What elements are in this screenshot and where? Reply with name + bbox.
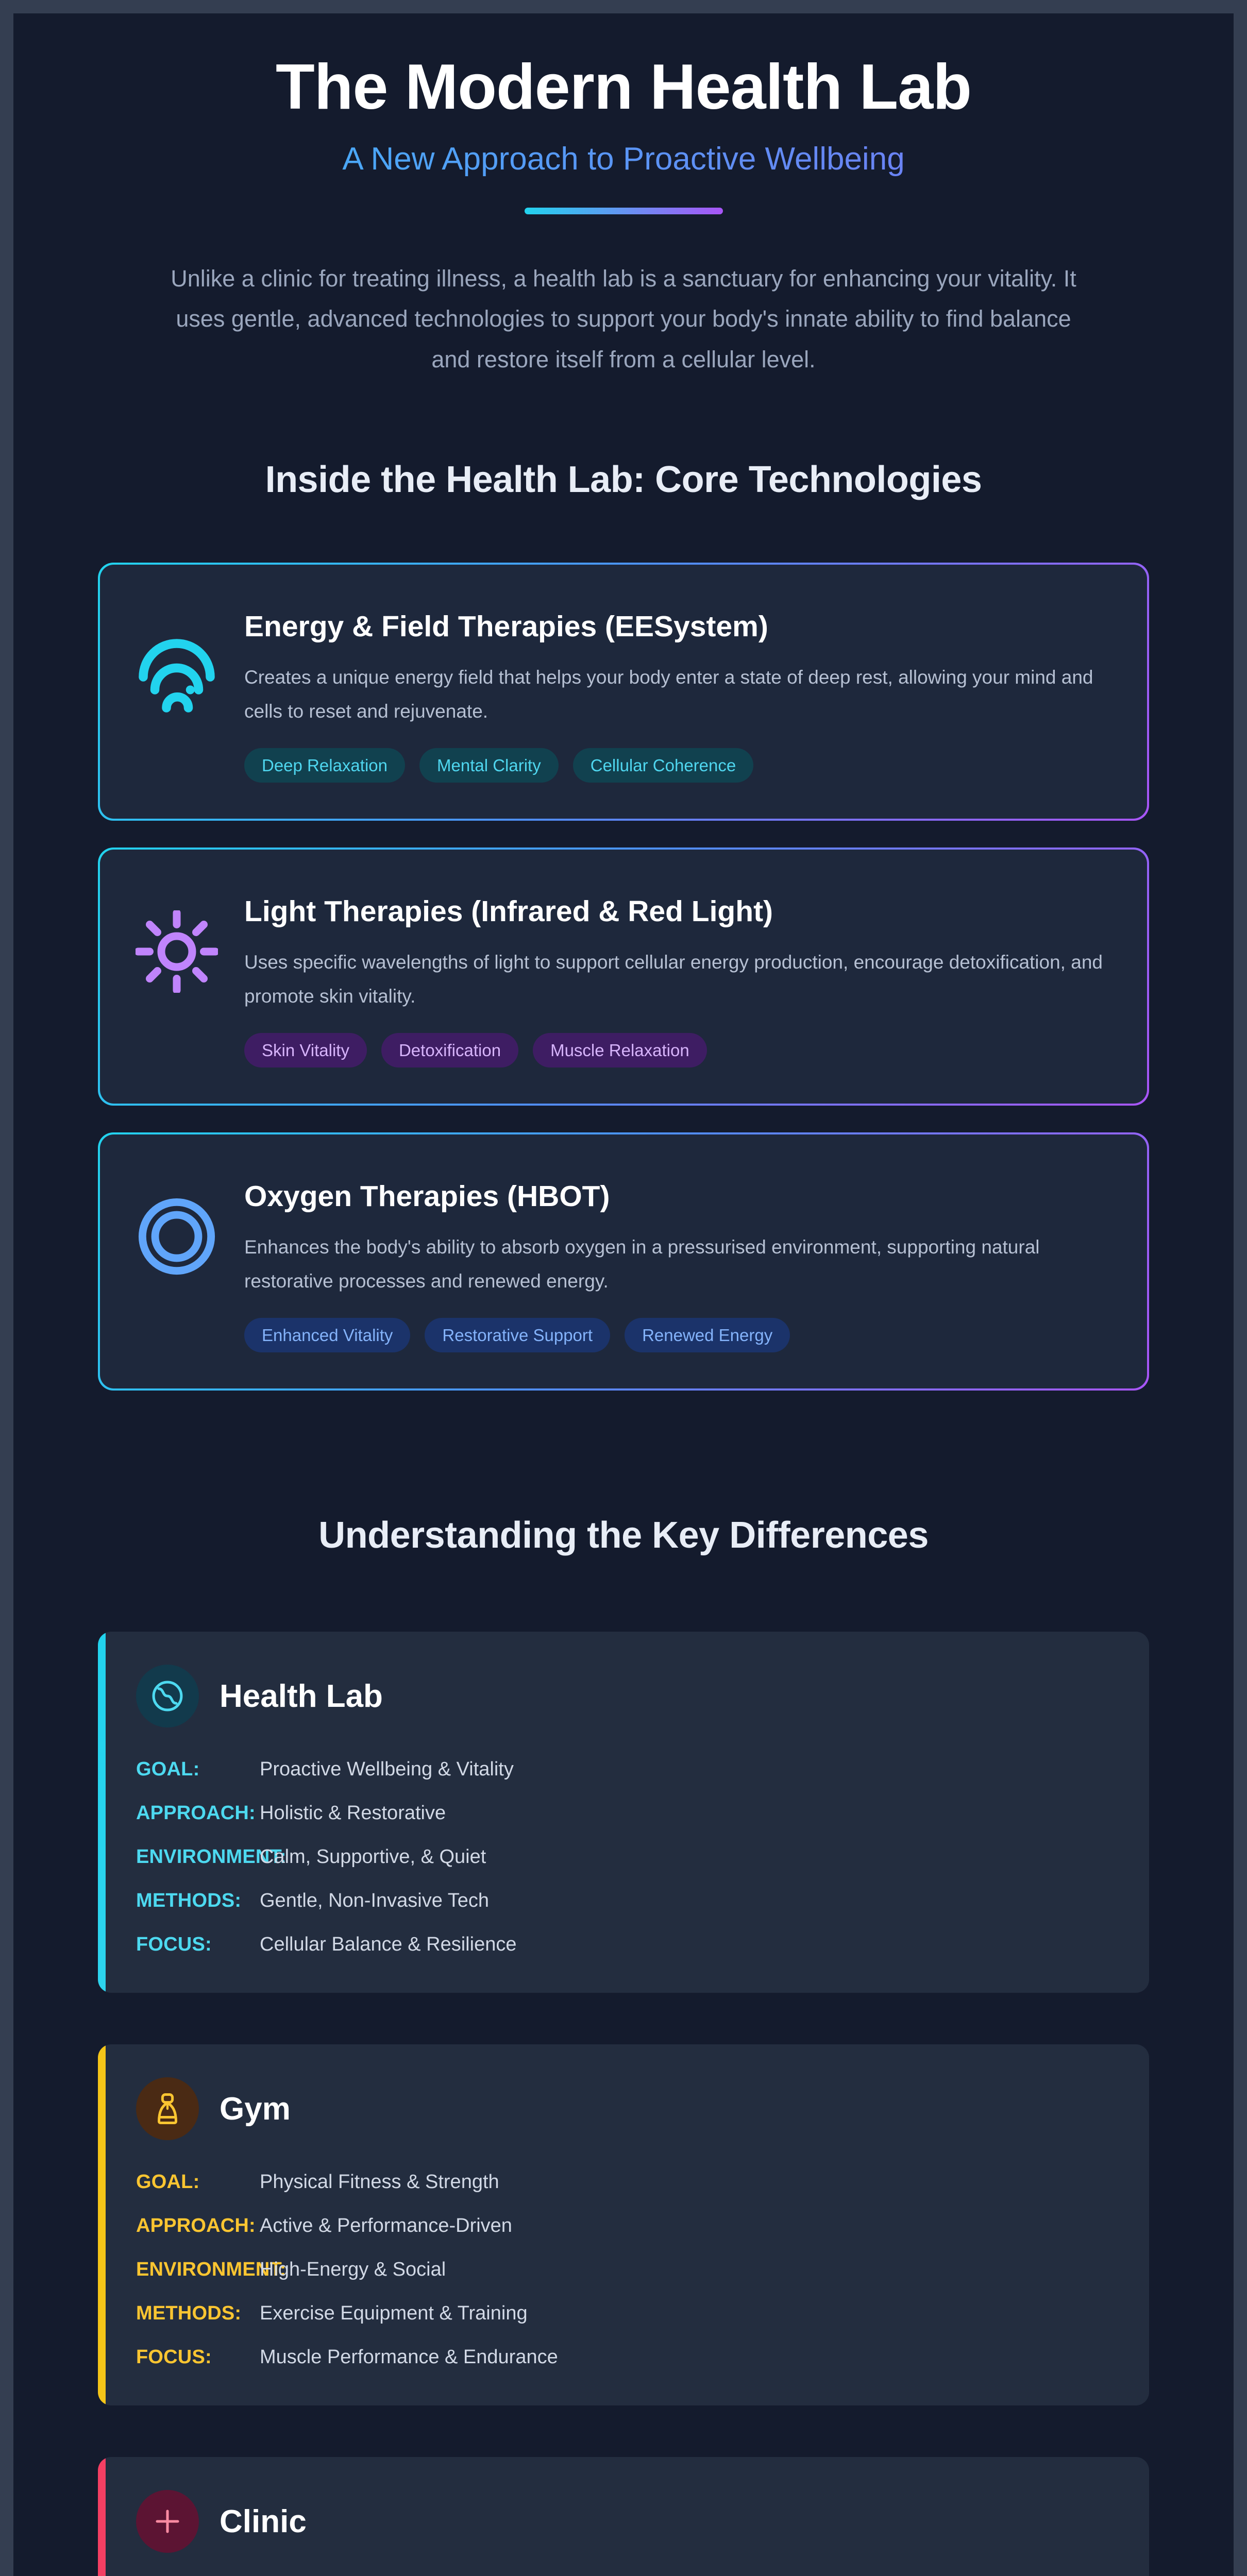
technologies-heading: Inside the Health Lab: Core Technologies — [265, 459, 982, 500]
comparison-row-label: FOCUS: — [136, 1934, 212, 1956]
sun-rays-icon — [133, 888, 221, 1006]
tech-tag[interactable]: Cellular Coherence — [572, 748, 754, 783]
technologies-list: Energy & Field Therapies (EESystem) Crea… — [13, 562, 1234, 1391]
comparison-row-label: METHODS: — [136, 2302, 242, 2325]
comparison-row-value: High-Energy & Social — [260, 2259, 446, 2281]
comparison-row: METHODS: Gentle, Non-Invasive Tech — [136, 1890, 1113, 1912]
accent-bar — [98, 2457, 106, 2576]
tech-card-tags: Deep Relaxation Mental Clarity Cellular … — [244, 748, 1109, 783]
tech-card-tags: Skin Vitality Detoxification Muscle Rela… — [244, 1033, 1109, 1068]
comparison-row-value: Gentle, Non-Invasive Tech — [260, 1890, 489, 1912]
comparison-card-clinic[interactable]: Clinic GOAL: Diagnose & Treat Illness AP… — [98, 2457, 1149, 2576]
comparison-row: GOAL: Proactive Wellbeing & Vitality — [136, 1758, 1113, 1781]
comparison-card-title: Clinic — [220, 2503, 307, 2539]
comparison-row-value: Calm, Supportive, & Quiet — [260, 1846, 486, 1868]
tech-tag[interactable]: Renewed Energy — [625, 1318, 790, 1353]
tech-tag[interactable]: Deep Relaxation — [244, 748, 405, 783]
tech-card-title: Light Therapies (Infrared & Red Light) — [244, 894, 773, 928]
comparison-row-label: GOAL: — [136, 2171, 200, 2193]
comparison-row-label: ENVIRONMENT: — [136, 2259, 287, 2281]
tech-card[interactable]: Energy & Field Therapies (EESystem) Crea… — [98, 562, 1149, 821]
comparison-row-value: Holistic & Restorative — [260, 1802, 446, 1824]
infographic-canvas: The Modern Health Lab A New Approach to … — [13, 13, 1234, 2576]
differences-heading: Understanding the Key Differences — [318, 1515, 929, 1556]
comparison-row: FOCUS: Cellular Balance & Resilience — [136, 1934, 1113, 1956]
tech-card[interactable]: Light Therapies (Infrared & Red Light) U… — [98, 847, 1149, 1106]
comparison-row-value: Physical Fitness & Strength — [260, 2171, 499, 2193]
accent-bar — [98, 1632, 106, 1993]
comparison-row-value: Cellular Balance & Resilience — [260, 1934, 517, 1956]
tech-card-tags: Enhanced Vitality Restorative Support Re… — [244, 1318, 1109, 1353]
tech-tag[interactable]: Restorative Support — [425, 1318, 611, 1353]
tech-card-title: Energy & Field Therapies (EESystem) — [244, 609, 768, 643]
comparison-card-title: Health Lab — [220, 1678, 383, 1714]
accent-bar — [98, 2044, 106, 2406]
tech-card-description: Enhances the body's ability to absorb ox… — [244, 1236, 1040, 1292]
comparison-row: METHODS: Exercise Equipment & Training — [136, 2302, 1113, 2325]
tech-tag[interactable]: Detoxification — [381, 1033, 519, 1068]
comparison-rows: GOAL: Proactive Wellbeing & Vitality APP… — [136, 1758, 1113, 1956]
comparison-row: APPROACH: Holistic & Restorative — [136, 1802, 1113, 1824]
comparison-row: ENVIRONMENT: Calm, Supportive, & Quiet — [136, 1846, 1113, 1868]
comparison-card-health-lab[interactable]: Health Lab GOAL: Proactive Wellbeing & V… — [98, 1632, 1149, 1993]
tech-card-title: Oxygen Therapies (HBOT) — [244, 1180, 610, 1213]
comparison-row-value: Muscle Performance & Endurance — [260, 2346, 558, 2368]
comparison-row-label: APPROACH: — [136, 2215, 256, 2237]
comparison-card-title: Gym — [220, 2091, 291, 2127]
medical-cross-icon — [136, 2490, 199, 2553]
comparison-row: APPROACH: Active & Performance-Driven — [136, 2215, 1113, 2237]
comparison-row: GOAL: Physical Fitness & Strength — [136, 2171, 1113, 2193]
tech-card[interactable]: Oxygen Therapies (HBOT) Enhances the bod… — [98, 1132, 1149, 1391]
comparison-list: Health Lab GOAL: Proactive Wellbeing & V… — [13, 1632, 1234, 2576]
gradient-divider — [524, 207, 723, 214]
comparison-row-value: Exercise Equipment & Training — [260, 2302, 528, 2325]
kettlebell-icon — [136, 2077, 199, 2141]
tech-tag[interactable]: Skin Vitality — [244, 1033, 367, 1068]
hero-section: The Modern Health Lab A New Approach to … — [13, 13, 1234, 380]
concentric-circles-icon — [133, 1173, 221, 1291]
tech-card-description: Uses specific wavelengths of light to su… — [244, 952, 1103, 1007]
comparison-row-value: Proactive Wellbeing & Vitality — [260, 1758, 514, 1781]
comparison-card-gym[interactable]: Gym GOAL: Physical Fitness & Strength AP… — [98, 2044, 1149, 2406]
comparison-row-label: FOCUS: — [136, 2346, 212, 2368]
tech-tag[interactable]: Mental Clarity — [419, 748, 559, 783]
comparison-row-label: METHODS: — [136, 1890, 242, 1912]
page-title: The Modern Health Lab — [276, 52, 972, 123]
comparison-row-label: ENVIRONMENT: — [136, 1846, 287, 1868]
nested-waves-icon — [133, 603, 221, 721]
comparison-row-label: GOAL: — [136, 1758, 200, 1781]
comparison-rows: GOAL: Physical Fitness & Strength APPROA… — [136, 2171, 1113, 2368]
hero-lede-text: Unlike a clinic for treating illness, a … — [171, 265, 1076, 373]
circle-wave-icon — [136, 1665, 199, 1728]
comparison-row-label: APPROACH: — [136, 1802, 256, 1824]
comparison-row: FOCUS: Muscle Performance & Endurance — [136, 2346, 1113, 2368]
comparison-row-value: Active & Performance-Driven — [260, 2215, 512, 2237]
tech-tag[interactable]: Enhanced Vitality — [244, 1318, 411, 1353]
tech-tag[interactable]: Muscle Relaxation — [533, 1033, 707, 1068]
comparison-row: ENVIRONMENT: High-Energy & Social — [136, 2259, 1113, 2281]
tech-card-description: Creates a unique energy field that helps… — [244, 667, 1093, 722]
page-subtitle: A New Approach to Proactive Wellbeing — [13, 140, 1234, 178]
